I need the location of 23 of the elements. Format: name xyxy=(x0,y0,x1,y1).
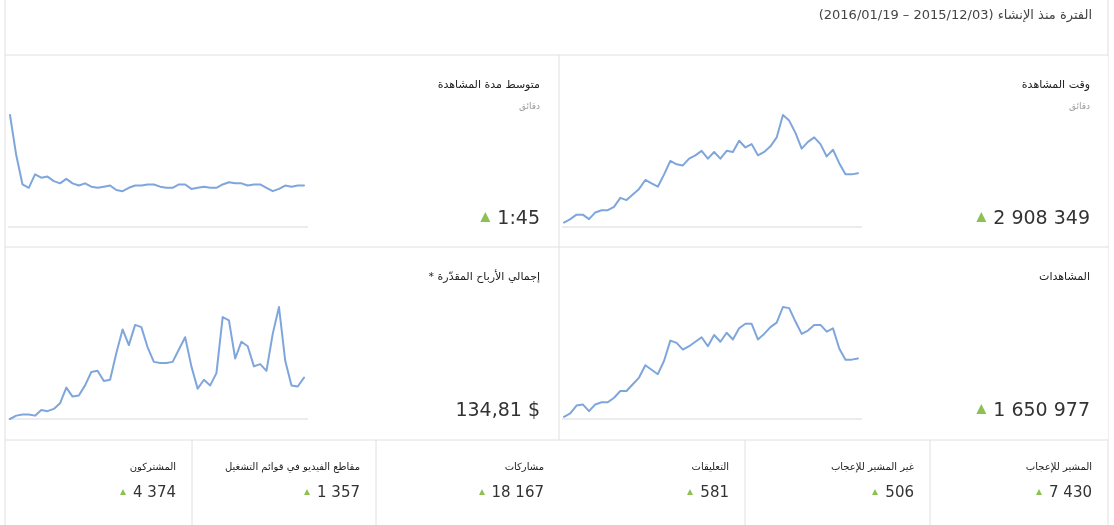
text: 506 xyxy=(885,483,914,501)
text: دقائق xyxy=(518,101,540,111)
text: 1 357 xyxy=(317,483,360,501)
text: دقائق xyxy=(1068,101,1090,111)
text: متوسط مدة المشاهدة xyxy=(437,78,541,91)
text: 2 908 349 xyxy=(993,206,1090,228)
text: وقت المشاهدة xyxy=(1021,78,1090,91)
text: المشاهدات xyxy=(1039,270,1090,283)
text: المشير للإعجاب xyxy=(1025,461,1092,472)
text: المشتركون xyxy=(129,461,176,472)
text: التعليقات xyxy=(691,461,729,472)
text: 4 374 xyxy=(133,483,176,501)
text: مقاطع الفيديو في قوائم التشغيل xyxy=(224,461,360,472)
text: 1:45 xyxy=(497,206,540,228)
text: مشاركات xyxy=(504,461,544,472)
text: 1 650 977 xyxy=(993,398,1090,420)
text: 581 xyxy=(700,483,729,501)
text: 7 430 xyxy=(1049,483,1092,501)
text: 134,81 $ xyxy=(455,398,540,420)
text: الفترة منذ الإنشاء (2015/12/03 – 2016/01/19) xyxy=(818,7,1092,22)
text: غير المشير للإعجاب xyxy=(830,461,914,472)
text: إجمالي الأرباح المقدّرة * xyxy=(428,269,540,283)
text: 18 167 xyxy=(491,483,544,501)
